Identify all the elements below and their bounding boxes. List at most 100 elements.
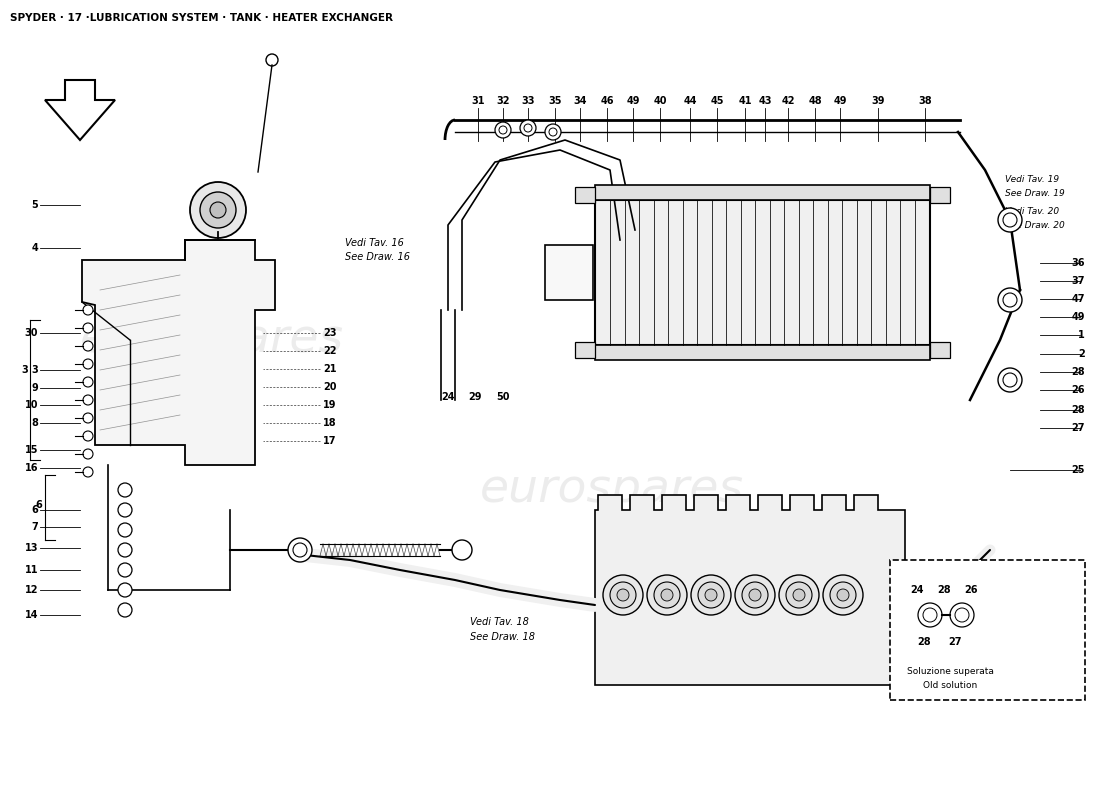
Text: 31: 31 [471,96,485,106]
Text: 6: 6 [31,505,38,515]
Text: 2: 2 [1078,349,1085,359]
Bar [595,200,930,345]
Bar [890,560,1085,700]
Circle shape [955,608,969,622]
Text: 27: 27 [1071,423,1085,433]
Text: 44: 44 [683,96,696,106]
Circle shape [82,413,94,423]
Text: 42: 42 [781,96,794,106]
Circle shape [661,589,673,601]
Circle shape [82,305,94,315]
Text: 47: 47 [1071,294,1085,304]
Circle shape [823,575,864,615]
Circle shape [499,126,507,134]
Circle shape [82,449,94,459]
Text: 26: 26 [1071,385,1085,395]
Polygon shape [595,495,905,685]
Text: 36: 36 [1071,258,1085,268]
Circle shape [786,582,812,608]
Circle shape [520,120,536,136]
Text: 35: 35 [548,96,562,106]
Bar [595,185,930,200]
Text: Old solution: Old solution [923,682,977,690]
Circle shape [793,589,805,601]
Text: 38: 38 [918,96,932,106]
Circle shape [210,202,225,218]
Text: Vedi Tav. 20: Vedi Tav. 20 [1005,207,1059,217]
Text: 30: 30 [24,328,38,338]
Circle shape [998,208,1022,232]
Circle shape [549,128,557,136]
Bar [575,342,595,358]
Text: 32: 32 [496,96,509,106]
Text: 16: 16 [24,463,38,473]
Circle shape [118,603,132,617]
Circle shape [735,575,776,615]
Text: 20: 20 [323,382,337,392]
Text: 17: 17 [323,436,337,446]
Circle shape [82,359,94,369]
Text: 24: 24 [911,585,924,595]
Text: 28: 28 [937,585,950,595]
Text: See Draw. 19: See Draw. 19 [1005,189,1065,198]
Text: 49: 49 [834,96,847,106]
Text: 5: 5 [31,200,38,210]
Bar [595,345,930,360]
Text: eurospares: eurospares [480,467,744,513]
Circle shape [617,589,629,601]
Text: 37: 37 [1071,276,1085,286]
Text: 26: 26 [965,585,978,595]
Circle shape [779,575,820,615]
Polygon shape [82,240,275,465]
Text: 29: 29 [469,392,482,402]
Circle shape [118,583,132,597]
Bar [544,245,593,300]
Text: 48: 48 [808,96,822,106]
Text: See Draw. 16: See Draw. 16 [345,252,410,262]
Circle shape [705,589,717,601]
Text: 45: 45 [711,96,724,106]
Text: 7: 7 [31,522,38,532]
Circle shape [998,288,1022,312]
Circle shape [698,582,724,608]
Text: 28: 28 [917,637,931,647]
Text: Vedi Tav. 18: Vedi Tav. 18 [470,617,529,627]
Circle shape [452,540,472,560]
Text: 22: 22 [323,346,337,356]
Bar [930,342,950,358]
Text: 41: 41 [738,96,751,106]
Circle shape [998,368,1022,392]
Polygon shape [45,80,116,140]
Text: eurospares: eurospares [80,318,344,362]
Text: 14: 14 [24,610,38,620]
Text: 28: 28 [1071,367,1085,377]
Text: 34: 34 [573,96,586,106]
Circle shape [82,341,94,351]
Text: 27: 27 [948,637,961,647]
Circle shape [837,589,849,601]
Text: 50: 50 [496,392,509,402]
Text: 46: 46 [601,96,614,106]
Circle shape [603,575,644,615]
Circle shape [82,323,94,333]
Text: 11: 11 [24,565,38,575]
Text: 43: 43 [758,96,772,106]
Circle shape [742,582,768,608]
Circle shape [495,122,512,138]
Circle shape [610,582,636,608]
Text: 3: 3 [21,365,28,375]
Circle shape [118,543,132,557]
Text: 21: 21 [323,364,337,374]
Text: 49: 49 [626,96,640,106]
Text: Soluzione superata: Soluzione superata [906,667,993,677]
Text: 28: 28 [1071,405,1085,415]
Circle shape [82,431,94,441]
Circle shape [749,589,761,601]
Circle shape [118,563,132,577]
Text: 25: 25 [1071,465,1085,475]
Text: 15: 15 [24,445,38,455]
Circle shape [288,538,312,562]
Text: 18: 18 [323,418,337,428]
Text: 23: 23 [323,328,337,338]
Circle shape [950,603,974,627]
